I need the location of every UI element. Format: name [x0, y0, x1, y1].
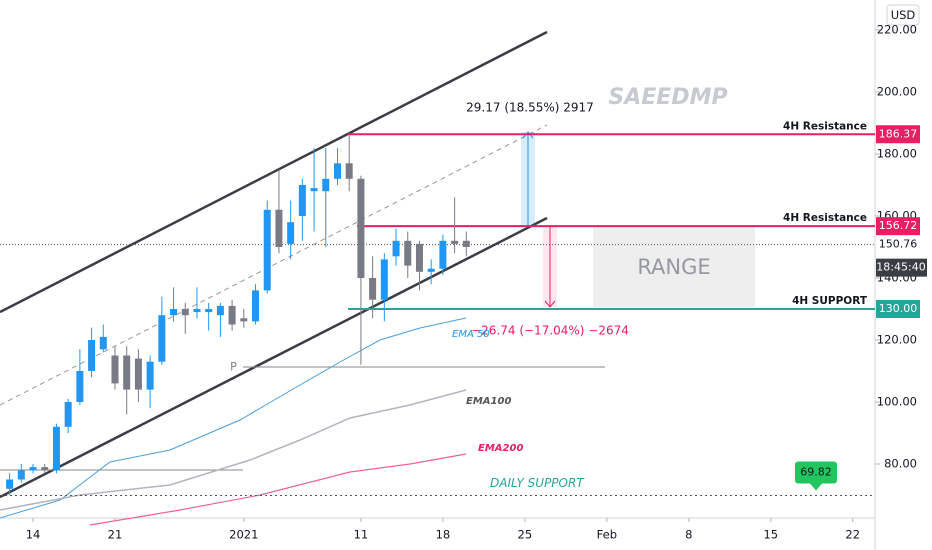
candle-body [99, 336, 107, 350]
x-tick-label: 25 [518, 528, 533, 542]
loss-label: −26.74 (−17.04%) −2674 [471, 324, 629, 338]
candle-body [76, 371, 84, 403]
daily-support-value: 69.82 [800, 466, 832, 479]
x-tick-label: 14 [26, 528, 41, 542]
loss-arrow [544, 300, 556, 308]
candle-body [146, 361, 154, 390]
x-tick-label: 22 [845, 528, 860, 542]
candle-body [29, 467, 37, 471]
candle-body [357, 178, 365, 279]
y-tick-label: 180.00 [877, 147, 917, 161]
candle-body [52, 426, 60, 471]
ema-line [0, 317, 467, 519]
x-tick-label: Feb [597, 528, 617, 542]
candle-body [380, 259, 388, 300]
range-box [593, 226, 755, 307]
y-tick-label: 80.00 [884, 456, 917, 470]
candle-body [193, 309, 201, 313]
level-name: 4H Resistance [783, 212, 867, 224]
ema-line [0, 389, 467, 511]
gain-arrow [522, 131, 534, 139]
candle-body [134, 358, 142, 390]
x-tick-label: 15 [763, 528, 778, 542]
candle-body [6, 479, 14, 489]
candle-body [158, 315, 166, 362]
daily-support-name: DAILY SUPPORT [490, 476, 585, 490]
candle-body [205, 309, 213, 313]
candle-body [170, 309, 178, 316]
candle-body [392, 240, 400, 257]
candle-body [439, 240, 447, 269]
gain-label: 29.17 (18.55%) 2917 [466, 101, 594, 115]
price-tag [876, 300, 920, 319]
candle-body [181, 309, 189, 316]
candle-body [369, 278, 377, 300]
ema-label: EMA100 [466, 396, 511, 407]
candle-body [333, 163, 341, 179]
countdown: 18:45:40 [876, 261, 925, 274]
candle-body [310, 188, 318, 192]
x-tick-label: 18 [436, 528, 451, 542]
candle-body [345, 163, 353, 179]
channel-upper [0, 30, 548, 314]
candle-body [88, 340, 96, 372]
x-tick-label: 2021 [229, 528, 258, 542]
candle-body [240, 318, 248, 322]
candle-body [17, 470, 25, 480]
channel-lower [0, 216, 548, 499]
candle-body [275, 209, 283, 248]
candle-body [462, 240, 470, 248]
candle-body [216, 305, 224, 316]
price-tag-label: 150.76 [879, 238, 918, 251]
pivot-label: P [230, 360, 237, 374]
candle-body [228, 305, 236, 325]
y-tick-label: 120.00 [877, 333, 917, 347]
candle-body [427, 268, 435, 272]
ema-label: EMA 50 [452, 329, 490, 340]
x-tick-label: 11 [354, 528, 369, 542]
candle-body [41, 467, 49, 471]
ema-line [89, 453, 467, 526]
candle-body [64, 402, 72, 427]
candle-body [252, 290, 260, 322]
countdown-tag [876, 258, 927, 277]
candle-body [322, 178, 330, 192]
y-tick-label: 220.00 [877, 23, 917, 37]
currency-box [886, 4, 920, 26]
range-label: RANGE [637, 255, 710, 279]
daily-support-tag [810, 483, 822, 491]
level-name: 4H SUPPORT [792, 295, 868, 307]
candle-body [415, 243, 423, 272]
price-tag [876, 217, 920, 236]
ema-label: EMA200 [478, 443, 523, 454]
price-tag-label: 130.00 [879, 302, 918, 315]
price-tag [876, 125, 920, 144]
candle-body [287, 222, 295, 244]
candle-body [451, 240, 459, 244]
candle-body [123, 355, 131, 390]
candle-body [111, 355, 119, 384]
y-tick-label: 100.00 [877, 395, 917, 409]
price-tag-label: 186.37 [879, 127, 918, 140]
level-name: 4H Resistance [783, 120, 867, 132]
daily-support-tag [795, 461, 837, 484]
watermark: SAEEDMP [608, 85, 727, 110]
currency: USD [891, 8, 916, 22]
y-tick-label: 200.00 [877, 85, 917, 99]
candle-body [263, 209, 271, 291]
x-tick-label: 8 [685, 528, 692, 542]
candle-body [298, 185, 306, 217]
candle-body [404, 240, 412, 266]
x-tick-label: 21 [108, 528, 123, 542]
price-tag-label: 156.72 [879, 219, 918, 232]
